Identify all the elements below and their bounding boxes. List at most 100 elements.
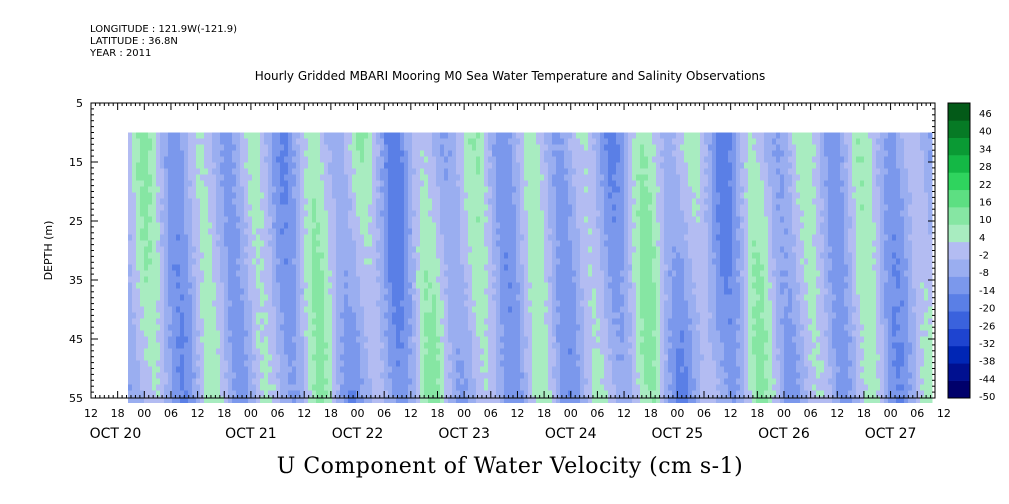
heatmap-cell bbox=[568, 336, 573, 343]
heatmap-cell bbox=[340, 336, 345, 343]
heatmap-cell bbox=[164, 330, 169, 337]
heatmap-cell bbox=[412, 240, 417, 247]
heatmap-cell bbox=[380, 318, 385, 325]
heatmap-cell bbox=[200, 378, 205, 385]
heatmap-cell bbox=[192, 384, 197, 391]
heatmap-cell bbox=[232, 216, 237, 223]
heatmap-cell bbox=[272, 198, 277, 205]
heatmap-cell bbox=[212, 168, 217, 175]
heatmap-cell bbox=[328, 180, 333, 187]
heatmap-cell bbox=[348, 204, 353, 211]
heatmap-cell bbox=[144, 288, 149, 295]
heatmap-cell bbox=[568, 222, 573, 229]
heatmap-cell bbox=[360, 150, 365, 157]
heatmap-cell bbox=[440, 378, 445, 385]
heatmap-cell bbox=[504, 342, 509, 349]
heatmap-cell bbox=[332, 378, 337, 385]
heatmap-cell bbox=[220, 354, 225, 361]
heatmap-cell bbox=[364, 336, 369, 343]
heatmap-cell bbox=[284, 132, 289, 139]
heatmap-cell bbox=[344, 156, 349, 163]
heatmap-cell bbox=[280, 144, 285, 151]
heatmap-cell bbox=[492, 336, 497, 343]
heatmap-cell bbox=[168, 390, 173, 397]
heatmap-cell bbox=[404, 378, 409, 385]
heatmap-cell bbox=[556, 210, 561, 217]
heatmap-cell bbox=[448, 306, 453, 313]
heatmap-cell bbox=[532, 282, 537, 289]
heatmap-cell bbox=[392, 360, 397, 367]
heatmap-cell bbox=[520, 186, 525, 193]
heatmap-cell bbox=[472, 192, 477, 199]
heatmap-cell bbox=[280, 162, 285, 169]
heatmap-cell bbox=[188, 366, 193, 373]
heatmap-cell bbox=[412, 258, 417, 265]
heatmap-cell bbox=[164, 174, 169, 181]
heatmap-cell bbox=[148, 390, 153, 397]
heatmap-cell bbox=[256, 348, 261, 355]
heatmap-cell bbox=[504, 276, 509, 283]
heatmap-cell bbox=[216, 366, 221, 373]
heatmap-cell bbox=[388, 342, 393, 349]
heatmap-cell bbox=[508, 372, 513, 379]
heatmap-cell bbox=[244, 222, 249, 229]
heatmap-cell bbox=[368, 216, 373, 223]
heatmap-cell bbox=[508, 174, 513, 181]
heatmap-cell bbox=[136, 336, 141, 343]
heatmap-cell bbox=[472, 222, 477, 229]
heatmap-cell bbox=[564, 288, 569, 295]
heatmap-cell bbox=[388, 294, 393, 301]
heatmap-cell bbox=[564, 234, 569, 241]
heatmap-cell bbox=[428, 282, 433, 289]
heatmap-cell bbox=[528, 330, 533, 337]
heatmap-cell bbox=[428, 210, 433, 217]
heatmap-cell bbox=[516, 312, 521, 319]
heatmap-cell bbox=[312, 294, 317, 301]
heatmap-cell bbox=[564, 300, 569, 307]
heatmap-cell bbox=[160, 390, 165, 397]
heatmap-cell bbox=[284, 216, 289, 223]
heatmap-cell bbox=[160, 354, 165, 361]
heatmap-cell bbox=[512, 372, 517, 379]
heatmap-cell bbox=[476, 204, 481, 211]
heatmap-cell bbox=[344, 330, 349, 337]
heatmap-cell bbox=[412, 378, 417, 385]
heatmap-cell bbox=[340, 390, 345, 397]
heatmap-cell bbox=[476, 258, 481, 265]
heatmap-cell bbox=[416, 282, 421, 289]
heatmap-cell bbox=[172, 234, 177, 241]
heatmap-cell bbox=[464, 396, 469, 403]
heatmap-cell bbox=[368, 390, 373, 397]
heatmap-cell bbox=[380, 300, 385, 307]
heatmap-cell bbox=[540, 396, 545, 403]
heatmap-cell bbox=[456, 396, 461, 403]
heatmap-cell bbox=[188, 198, 193, 205]
heatmap-cell bbox=[568, 144, 573, 151]
heatmap-cell bbox=[284, 174, 289, 181]
heatmap-cell bbox=[384, 354, 389, 361]
heatmap-cell bbox=[464, 306, 469, 313]
heatmap-cell bbox=[144, 270, 149, 277]
heatmap-cell bbox=[272, 372, 277, 379]
heatmap-cell bbox=[364, 276, 369, 283]
heatmap-cell bbox=[568, 240, 573, 247]
heatmap-cell bbox=[296, 330, 301, 337]
heatmap-cell bbox=[212, 372, 217, 379]
heatmap-cell bbox=[172, 204, 177, 211]
heatmap-cell bbox=[276, 258, 281, 265]
heatmap-cell bbox=[248, 330, 253, 337]
heatmap-cell bbox=[332, 294, 337, 301]
heatmap-cell bbox=[368, 144, 373, 151]
heatmap-cell bbox=[280, 336, 285, 343]
heatmap-cell bbox=[352, 162, 357, 169]
heatmap-cell bbox=[268, 288, 273, 295]
heatmap-cell bbox=[232, 252, 237, 259]
heatmap-cell bbox=[140, 210, 145, 217]
heatmap-cell bbox=[364, 342, 369, 349]
heatmap-cell bbox=[344, 276, 349, 283]
heatmap-cell bbox=[356, 360, 361, 367]
heatmap-cell bbox=[176, 348, 181, 355]
heatmap-cell bbox=[564, 384, 569, 391]
heatmap-cell bbox=[188, 150, 193, 157]
heatmap-cell bbox=[384, 360, 389, 367]
